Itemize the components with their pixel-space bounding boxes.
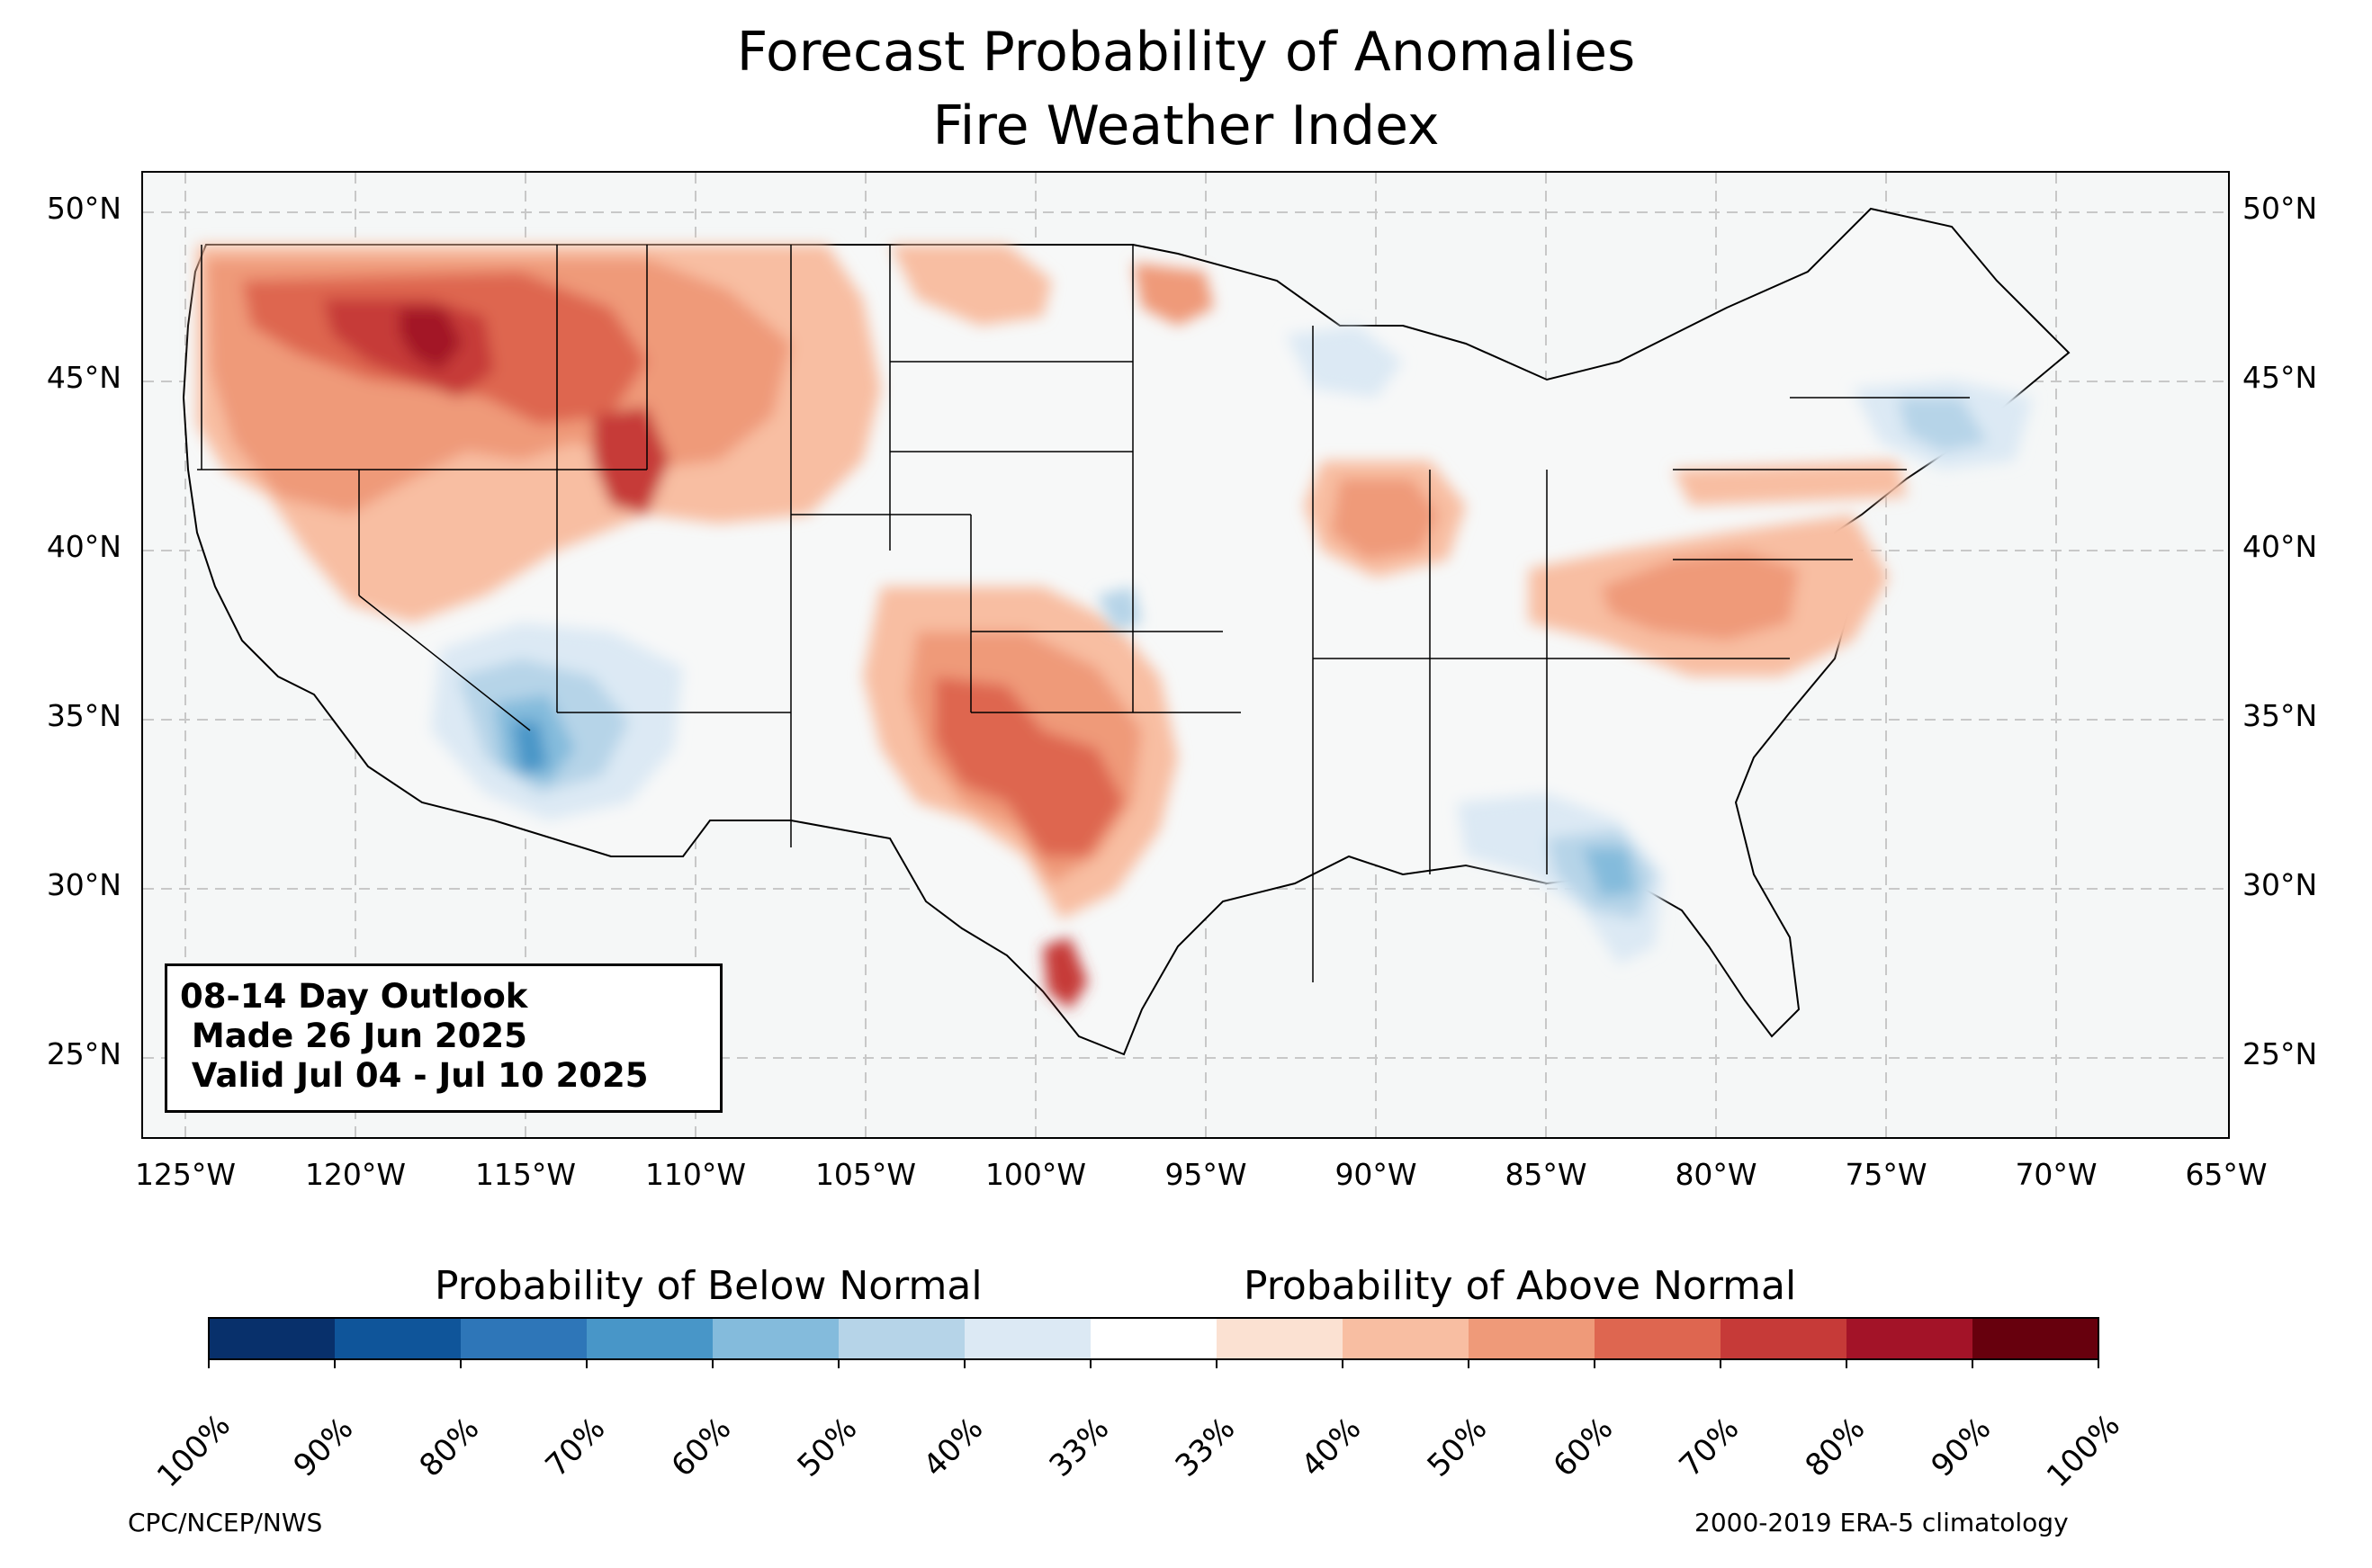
colorbar-swatch <box>461 1318 588 1359</box>
colorbar-tick-label: 80% <box>1798 1411 1873 1484</box>
outlook-info-box: 08-14 Day Outlook Made 26 Jun 2025 Valid… <box>165 963 723 1113</box>
map-frame: 08-14 Day Outlook Made 26 Jun 2025 Valid… <box>141 171 2230 1139</box>
colorbar-tick-mark <box>1090 1359 1092 1368</box>
colorbar-tick-label: 90% <box>286 1411 361 1484</box>
lon-label: 65°W <box>2185 1157 2268 1192</box>
colorbar-tick-label: 100% <box>2039 1407 2127 1495</box>
colorbar-swatch <box>839 1318 966 1359</box>
above-normal-areas <box>197 245 1907 1009</box>
outlook-made-date: Made 26 Jun 2025 <box>180 1017 527 1055</box>
lon-label: 105°W <box>814 1157 917 1192</box>
colorbar-tick-label: 70% <box>538 1411 613 1484</box>
colorbar-tick-label: 80% <box>412 1411 487 1484</box>
lat-label-right: 50°N <box>2242 191 2318 226</box>
colorbar-swatch <box>1972 1318 2099 1359</box>
colorbar-tick-mark <box>1468 1359 1469 1368</box>
map-title-line1: Forecast Probability of Anomalies <box>736 21 1636 84</box>
lat-label-left: 35°N <box>46 698 121 733</box>
colorbar-swatch <box>965 1318 1092 1359</box>
colorbar-tick-mark <box>1216 1359 1217 1368</box>
colorbar <box>208 1317 2099 1360</box>
outlook-period: 08-14 Day Outlook <box>180 977 528 1016</box>
colorbar-tick-label: 33% <box>1042 1411 1117 1484</box>
colorbar-swatch <box>1217 1318 1343 1359</box>
below-normal-areas <box>431 326 2033 964</box>
forecast-map <box>143 173 2228 1137</box>
colorbar-border <box>208 1317 2099 1360</box>
colorbar-tick-mark <box>460 1359 462 1368</box>
colorbar-swatch <box>1091 1318 1217 1359</box>
lon-label: 120°W <box>304 1157 407 1192</box>
lon-label: 80°W <box>1675 1157 1757 1192</box>
lat-label-right: 45°N <box>2242 360 2318 395</box>
colorbar-tick-mark <box>1972 1359 1973 1368</box>
colorbar-tick-mark <box>2098 1359 2099 1368</box>
colorbar-tick-mark <box>964 1359 966 1368</box>
footer-source: CPC/NCEP/NWS <box>128 1508 323 1537</box>
colorbar-tick-label: 70% <box>1672 1411 1747 1484</box>
colorbar-above-heading: Probability of Above Normal <box>1244 1263 1797 1309</box>
colorbar-swatch <box>1469 1318 1595 1359</box>
lon-label: 75°W <box>1845 1157 1927 1192</box>
colorbar-swatch <box>209 1318 336 1359</box>
lon-label: 85°W <box>1505 1157 1587 1192</box>
colorbar-tick-label: 60% <box>1546 1411 1621 1484</box>
colorbar-swatch <box>713 1318 840 1359</box>
lat-label-left: 40°N <box>46 529 121 564</box>
map-title-line2: Fire Weather Index <box>932 94 1440 157</box>
footer-climatology: 2000-2019 ERA-5 climatology <box>1694 1508 2069 1537</box>
colorbar-tick-mark <box>1720 1359 1721 1368</box>
lon-label: 95°W <box>1164 1157 1247 1192</box>
lon-label: 115°W <box>474 1157 577 1192</box>
lat-label-right: 25°N <box>2242 1036 2318 1071</box>
outlook-valid-dates: Valid Jul 04 - Jul 10 2025 <box>180 1056 649 1095</box>
lon-label: 70°W <box>2015 1157 2098 1192</box>
colorbar-swatch <box>587 1318 714 1359</box>
colorbar-swatch <box>1343 1318 1469 1359</box>
colorbar-tick-label: 50% <box>1420 1411 1495 1484</box>
lat-label-left: 50°N <box>46 191 121 226</box>
colorbar-tick-mark <box>586 1359 588 1368</box>
lat-label-left: 45°N <box>46 360 121 395</box>
lat-label-right: 40°N <box>2242 529 2318 564</box>
colorbar-tick-mark <box>208 1359 210 1368</box>
colorbar-below-heading: Probability of Below Normal <box>435 1263 983 1309</box>
colorbar-tick-label: 90% <box>1924 1411 1999 1484</box>
colorbar-tick-label: 50% <box>790 1411 865 1484</box>
colorbar-tick-label: 60% <box>664 1411 739 1484</box>
colorbar-tick-mark <box>712 1359 714 1368</box>
colorbar-tick-mark <box>334 1359 336 1368</box>
lon-label: 125°W <box>134 1157 237 1192</box>
colorbar-tick-label: 100% <box>149 1407 238 1495</box>
colorbar-tick-mark <box>1594 1359 1595 1368</box>
lat-label-right: 30°N <box>2242 867 2318 902</box>
colorbar-tick-label: 40% <box>916 1411 991 1484</box>
lon-label: 90°W <box>1334 1157 1417 1192</box>
colorbar-tick-label: 40% <box>1294 1411 1369 1484</box>
colorbar-tick-mark <box>838 1359 840 1368</box>
state-boundaries <box>197 245 1970 982</box>
colorbar-swatch <box>1846 1318 1973 1359</box>
lat-label-right: 35°N <box>2242 698 2318 733</box>
lat-label-left: 25°N <box>46 1036 121 1071</box>
colorbar-swatch <box>335 1318 462 1359</box>
lat-label-left: 30°N <box>46 867 121 902</box>
lon-label: 110°W <box>644 1157 747 1192</box>
colorbar-tick-label: 33% <box>1168 1411 1243 1484</box>
lon-label: 100°W <box>984 1157 1087 1192</box>
colorbar-swatch <box>1721 1318 1847 1359</box>
colorbar-tick-mark <box>1846 1359 1847 1368</box>
colorbar-swatch <box>1595 1318 1721 1359</box>
colorbar-tick-mark <box>1342 1359 1343 1368</box>
